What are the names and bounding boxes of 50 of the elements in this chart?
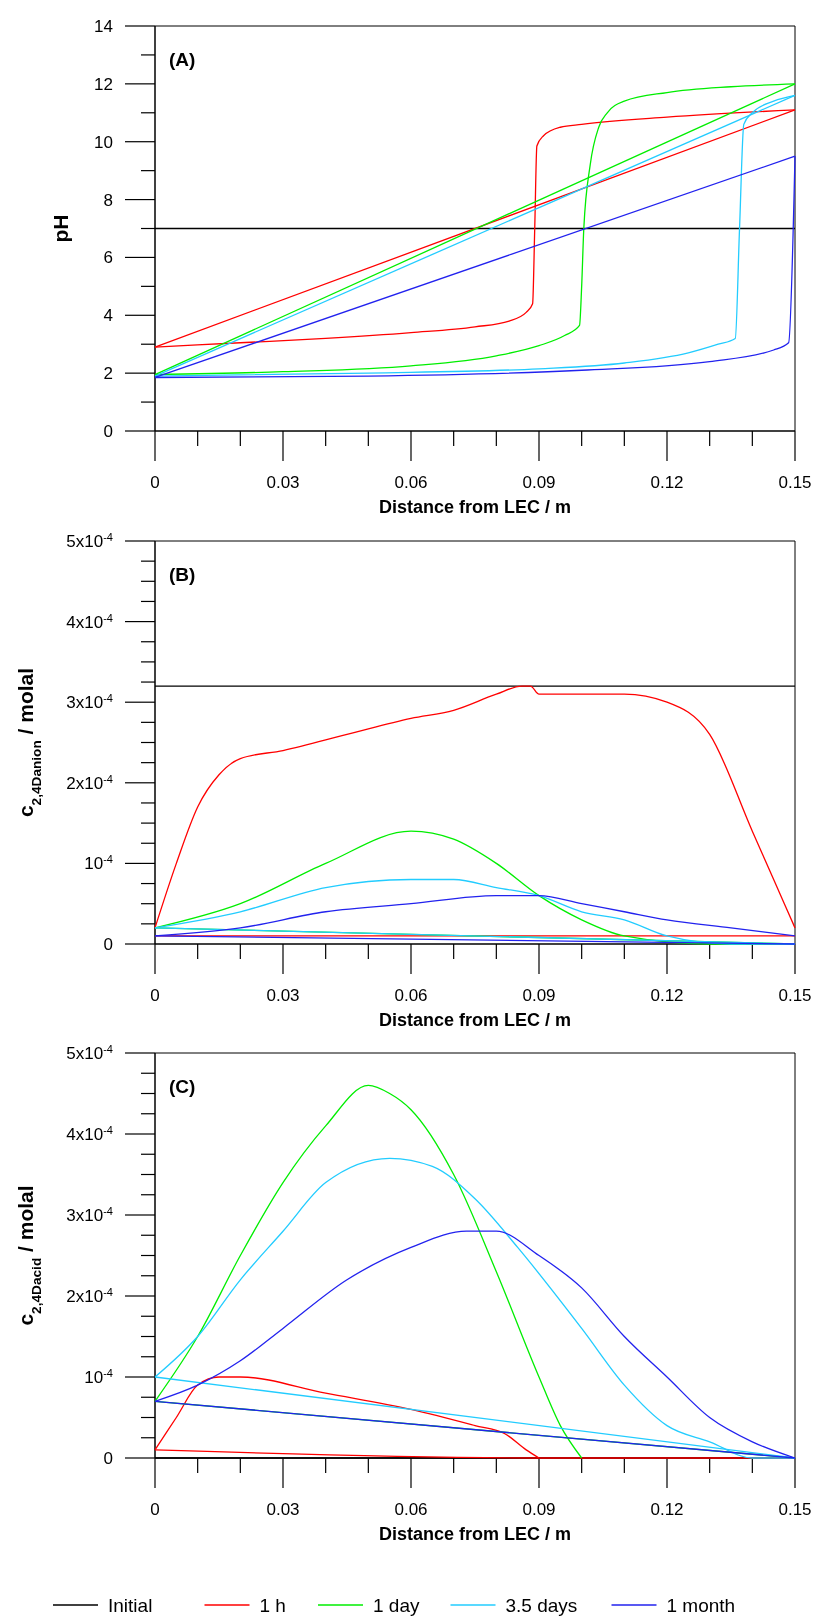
- x-tick-label: 0.15: [778, 473, 812, 492]
- y-axis-title: pH: [49, 214, 72, 243]
- y-tick-label: 3x10$^{-4}$: [66, 692, 113, 713]
- x-tick-label: 0.09: [522, 473, 556, 492]
- y-tick-label: 6: [103, 248, 113, 268]
- x-tick-label: 0.03: [266, 986, 300, 1005]
- y-tick-label: 8: [103, 190, 113, 210]
- annotation: (C): [169, 1076, 196, 1097]
- legend-label: 1 month: [666, 1595, 736, 1616]
- y-tick-label: 4: [103, 306, 113, 326]
- y-tick-label: 14: [94, 17, 113, 36]
- y-tick-label: 5x10$^{-4}$: [66, 531, 113, 551]
- x-tick-label: 0.09: [522, 1500, 556, 1519]
- x-tick-label: 0.12: [650, 986, 684, 1005]
- x-tick-label: 0.03: [266, 1500, 300, 1519]
- y-tick-label: 4x10$^{-4}$: [66, 1124, 113, 1144]
- x-tick-label: 0.12: [650, 1500, 684, 1519]
- x-tick-label: 0.06: [394, 1500, 428, 1519]
- x-tick-label: 0.09: [522, 986, 556, 1005]
- y-tick-label: 2: [103, 364, 113, 384]
- x-axis-title: Distance from LEC / m: [378, 1524, 572, 1544]
- x-axis-title: Distance from LEC / m: [378, 497, 572, 517]
- annotation: (A): [169, 49, 196, 70]
- x-tick-label: 0.03: [266, 473, 300, 492]
- y-tick-label: 0: [103, 422, 113, 441]
- x-tick-label: 0.06: [394, 986, 428, 1005]
- x-axis-title: Distance from LEC / m: [378, 1010, 572, 1030]
- x-tick-label: 0: [150, 473, 160, 492]
- y-tick-label: 0: [103, 1449, 113, 1468]
- x-tick-label: 0: [150, 1500, 160, 1519]
- x-tick-label: 0.15: [778, 986, 812, 1005]
- x-tick-label: 0.06: [394, 473, 428, 492]
- x-tick-label: 0.12: [650, 473, 684, 492]
- legend-label: 3.5 days: [505, 1595, 578, 1616]
- y-tick-label: 10: [94, 132, 113, 152]
- y-tick-label: 0: [103, 935, 113, 954]
- y-tick-label: 3x10$^{-4}$: [66, 1205, 113, 1225]
- y-tick-label: 12: [94, 74, 113, 94]
- y-tick-label: 2x10$^{-4}$: [66, 772, 113, 793]
- x-tick-label: 0: [150, 986, 160, 1005]
- legend-label: 1 day: [373, 1595, 420, 1616]
- legend-label: 1 h: [259, 1595, 286, 1616]
- y-tick-label: 10$^{-4}$: [84, 1367, 113, 1387]
- legend-label: Initial: [108, 1595, 153, 1616]
- x-tick-label: 0.15: [778, 1500, 812, 1519]
- y-tick-label: 10$^{-4}$: [84, 853, 113, 874]
- annotation: (B): [169, 564, 196, 585]
- y-tick-label: 2x10$^{-4}$: [66, 1286, 113, 1306]
- y-tick-label: 4x10$^{-4}$: [66, 611, 113, 632]
- y-tick-label: 5x10$^{-4}$: [66, 1043, 113, 1063]
